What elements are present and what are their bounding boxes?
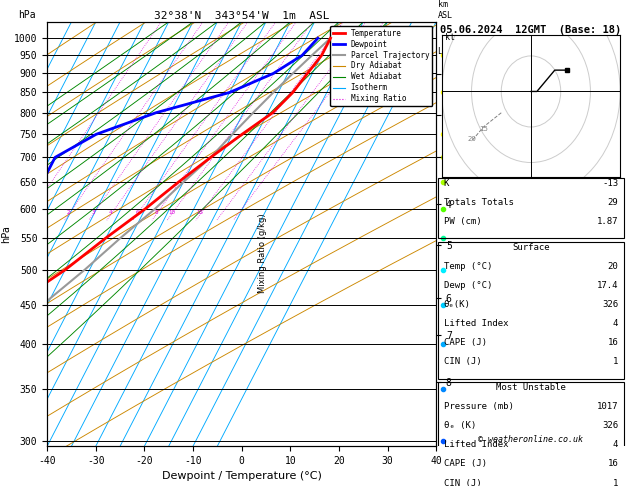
Y-axis label: hPa: hPa: [1, 225, 11, 243]
Text: CIN (J): CIN (J): [443, 479, 481, 486]
Text: PW (cm): PW (cm): [443, 217, 481, 226]
Text: CAPE (J): CAPE (J): [443, 459, 487, 469]
Bar: [438, 382, 624, 486]
Text: 15: 15: [196, 209, 204, 214]
X-axis label: Dewpoint / Temperature (°C): Dewpoint / Temperature (°C): [162, 471, 321, 482]
Text: θₑ(K): θₑ(K): [443, 300, 470, 309]
Text: kt: kt: [445, 33, 455, 42]
Text: Most Unstable: Most Unstable: [496, 383, 566, 392]
Text: 4: 4: [613, 319, 618, 328]
Text: Temp (°C): Temp (°C): [443, 262, 492, 271]
Text: θₑ (K): θₑ (K): [443, 421, 476, 430]
Text: Totals Totals: Totals Totals: [443, 198, 514, 208]
Text: 3: 3: [91, 209, 95, 214]
Text: 1017: 1017: [597, 402, 618, 411]
Text: 20: 20: [608, 262, 618, 271]
Text: © weatheronline.co.uk: © weatheronline.co.uk: [479, 435, 584, 444]
Text: 20: 20: [467, 136, 476, 142]
Text: -13: -13: [602, 179, 618, 188]
Text: LCL: LCL: [438, 47, 453, 56]
Text: Lifted Index: Lifted Index: [443, 319, 508, 328]
Text: 16: 16: [608, 338, 618, 347]
Text: 1: 1: [613, 479, 618, 486]
Text: Surface: Surface: [512, 243, 550, 252]
Text: km
ASL: km ASL: [438, 0, 453, 20]
Text: 16: 16: [608, 459, 618, 469]
Text: K: K: [443, 179, 449, 188]
Legend: Temperature, Dewpoint, Parcel Trajectory, Dry Adiabat, Wet Adiabat, Isotherm, Mi: Temperature, Dewpoint, Parcel Trajectory…: [330, 26, 432, 106]
Text: 326: 326: [602, 421, 618, 430]
Text: Lifted Index: Lifted Index: [443, 440, 508, 450]
Text: 15: 15: [479, 125, 488, 132]
Text: 10: 10: [168, 209, 175, 214]
Text: Pressure (mb): Pressure (mb): [443, 402, 514, 411]
Text: 05.06.2024  12GMT  (Base: 18): 05.06.2024 12GMT (Base: 18): [440, 25, 621, 35]
Text: Mixing Ratio (g/kg): Mixing Ratio (g/kg): [259, 213, 267, 293]
Title: 32°38'N  343°54'W  1m  ASL: 32°38'N 343°54'W 1m ASL: [154, 11, 330, 21]
Text: 17.4: 17.4: [597, 281, 618, 290]
Text: 29: 29: [608, 198, 618, 208]
Text: 4: 4: [109, 209, 113, 214]
Bar: [438, 177, 624, 238]
Text: 8: 8: [154, 209, 158, 214]
Text: 2: 2: [67, 209, 70, 214]
Text: CIN (J): CIN (J): [443, 357, 481, 366]
Text: hPa: hPa: [18, 10, 36, 20]
Text: 4: 4: [613, 440, 618, 450]
Text: CAPE (J): CAPE (J): [443, 338, 487, 347]
Text: 326: 326: [602, 300, 618, 309]
Bar: [438, 242, 624, 379]
Text: 6: 6: [135, 209, 138, 214]
Text: Dewp (°C): Dewp (°C): [443, 281, 492, 290]
Text: 1.87: 1.87: [597, 217, 618, 226]
Text: 1: 1: [613, 357, 618, 366]
